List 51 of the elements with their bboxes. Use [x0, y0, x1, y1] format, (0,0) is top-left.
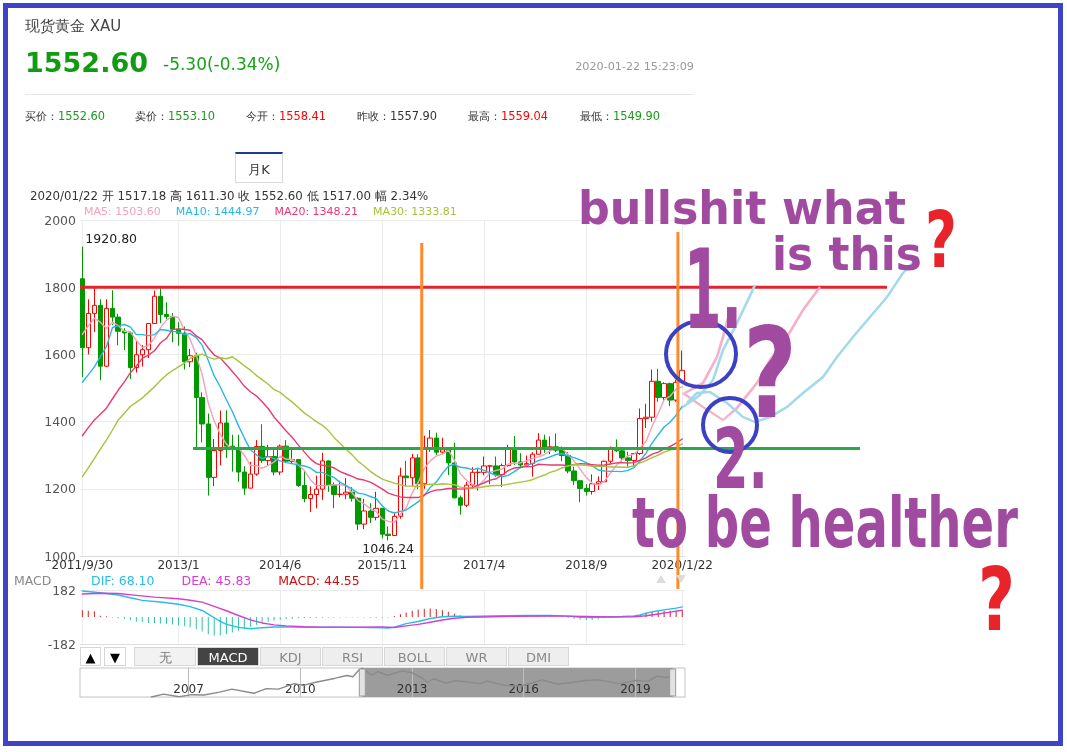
text: 最高：1559.04 — [468, 109, 549, 123]
x-tick-label: 2010 — [285, 682, 316, 696]
arrow-button: ▼ — [104, 647, 126, 666]
y-tick-label: 1200 — [44, 481, 77, 497]
tab-button: WR — [446, 647, 507, 666]
x-tick-label: 2018/9 — [565, 558, 608, 572]
y-tick-label: 1400 — [44, 414, 77, 430]
text: MA30: 1333.81 — [373, 205, 457, 218]
y-tick-label: 1600 — [44, 346, 77, 362]
y-tick-label: -182 — [47, 636, 76, 652]
series-label: DIF: 68.10 — [91, 573, 155, 588]
x-tick-label: 2015/11 — [357, 558, 408, 572]
series-label: DEA: 45.83 — [181, 573, 252, 588]
x-tick-label: 2007 — [173, 682, 204, 696]
text: MACD: 44.55 — [278, 573, 360, 588]
tab-button: MACD — [197, 647, 259, 666]
text: 昨收：1557.90 — [357, 109, 438, 123]
tab-button: 无 — [134, 647, 196, 666]
text: 1552.60 — [58, 109, 106, 123]
text: 1552.60 — [25, 47, 148, 78]
x-tick-label: 2013 — [396, 682, 428, 696]
text: 最低：1549.90 — [580, 109, 661, 123]
text: ? — [925, 194, 957, 286]
text: 2020-01-22 15:23:09 — [575, 60, 694, 74]
text: 买价： — [25, 109, 58, 123]
tab-button: BOLL — [384, 647, 445, 666]
text: MA5: 1503.60 — [84, 205, 161, 218]
text: MA20: 1348.21 — [274, 205, 359, 218]
text: 卖价：1553.10 — [135, 109, 216, 123]
tab-button: 月K — [235, 152, 283, 183]
x-tick-label: 2019 — [620, 682, 651, 696]
x-tick-label: 2017/4 — [463, 558, 506, 572]
chart-title: MACD — [14, 573, 52, 589]
annotation: 1920.80 — [85, 230, 138, 246]
y-tick-label: 1800 — [44, 279, 77, 295]
annotation: 1046.24 — [362, 541, 415, 557]
x-tick-label: 2016 — [508, 682, 539, 696]
chart-title: 现货黄金 XAU — [25, 17, 122, 36]
tab-button: KDJ — [260, 647, 321, 666]
text: -5.30(-0.34%) — [163, 54, 281, 75]
x-tick-label: 2014/6 — [259, 558, 302, 572]
text: 今开：1558.41 — [246, 109, 327, 123]
y-tick-label: 182 — [52, 582, 76, 598]
x-tick-label: 2013/1 — [157, 558, 200, 572]
tab-button: DMI — [508, 647, 569, 666]
text: ? — [978, 548, 1015, 651]
tab-button: RSI — [322, 647, 383, 666]
arrow-button: ▲ — [80, 647, 101, 666]
text: MA10: 1444.97 — [175, 205, 260, 218]
chart-subtitle: 2020/01/22 开 1517.18 高 1611.30 收 1552.60 低 1517.00 幅 2.34% — [30, 189, 429, 204]
y-tick-label: 2000 — [44, 212, 77, 228]
